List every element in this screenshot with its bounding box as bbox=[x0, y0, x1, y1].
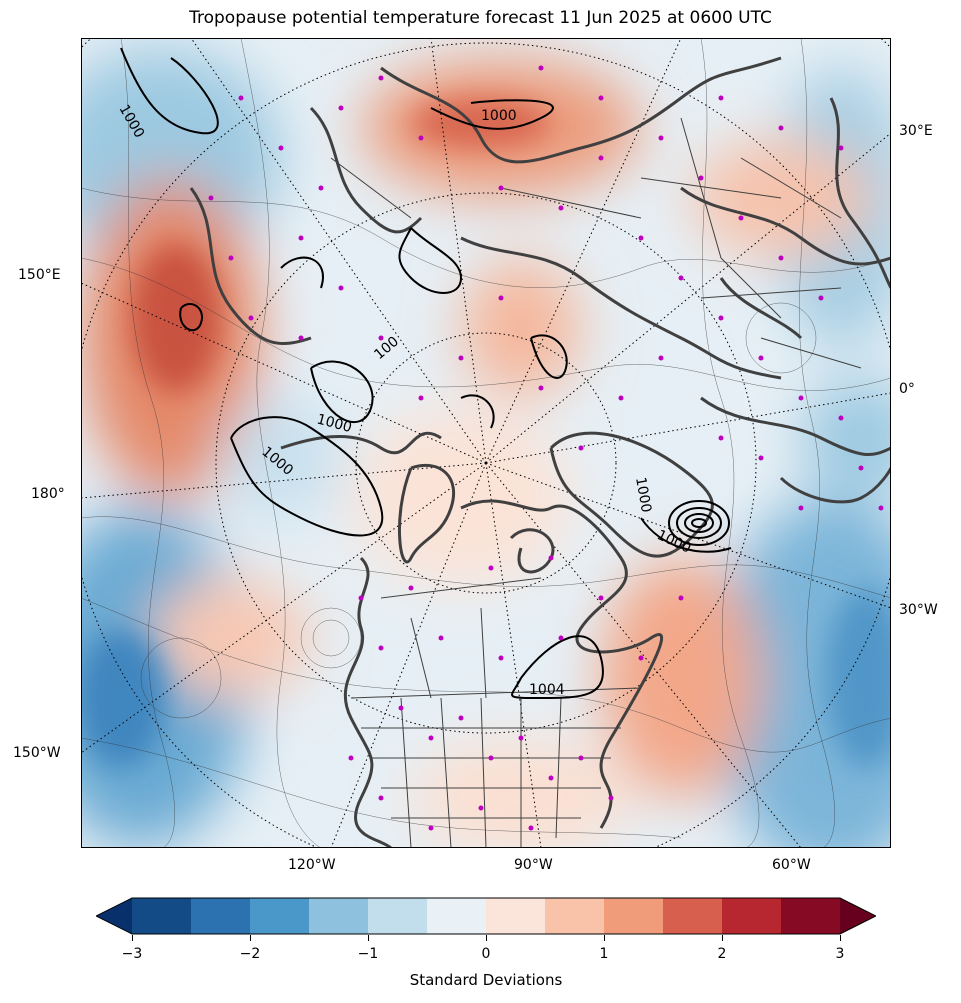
map-panel[interactable]: 1000 1000 1000 1000 1000 1000 1004 100 bbox=[81, 38, 891, 848]
station-markers bbox=[208, 65, 884, 831]
pressure-label: 1000 bbox=[481, 108, 517, 124]
lon-label-150w: 150°W bbox=[13, 745, 61, 761]
colorbar-tick-label: −1 bbox=[357, 946, 379, 962]
colorbar-cells bbox=[96, 898, 876, 934]
colorbar-tick-mark bbox=[131, 935, 133, 941]
theta-contours bbox=[81, 38, 891, 848]
colorbar bbox=[94, 897, 878, 935]
colorbar-extend-low bbox=[96, 898, 132, 934]
colorbar-tick-label: −2 bbox=[239, 946, 261, 962]
colorbar-cell bbox=[604, 898, 664, 934]
anomaly-blobs bbox=[81, 48, 891, 848]
borders bbox=[330, 117, 862, 848]
colorbar-cell bbox=[250, 898, 310, 934]
colorbar-cell bbox=[663, 898, 723, 934]
lon-label-30e: 30°E bbox=[899, 123, 933, 139]
colorbar-tick-mark bbox=[603, 935, 605, 941]
colorbar-tick-label: 3 bbox=[835, 946, 845, 962]
colorbar-cell bbox=[427, 898, 487, 934]
lon-label-60w: 60°W bbox=[772, 857, 811, 873]
pressure-label: 1000 bbox=[632, 476, 654, 514]
colorbar-graphic bbox=[94, 897, 878, 935]
forecast-map: 1000 1000 1000 1000 1000 1000 1004 100 bbox=[81, 38, 891, 848]
pressure-contours bbox=[120, 47, 732, 699]
lon-label-150e: 150°E bbox=[18, 267, 61, 283]
lon-label-30w: 30°W bbox=[899, 602, 938, 618]
map-title: Tropopause potential temperature forecas… bbox=[189, 8, 772, 28]
coastlines bbox=[189, 56, 891, 848]
colorbar-tick-label: 2 bbox=[717, 946, 727, 962]
pressure-label: 1004 bbox=[529, 682, 565, 698]
lon-label-90w: 90°W bbox=[514, 857, 553, 873]
lon-label-120w: 120°W bbox=[288, 857, 336, 873]
colorbar-cell bbox=[191, 898, 251, 934]
map-frame bbox=[81, 38, 891, 848]
colorbar-tick-mark bbox=[367, 935, 369, 941]
colorbar-tick-label: 0 bbox=[481, 946, 491, 962]
colorbar-cell bbox=[368, 898, 428, 934]
colorbar-cell bbox=[309, 898, 369, 934]
colorbar-label: Standard Deviations bbox=[409, 971, 563, 989]
colorbar-cell bbox=[132, 898, 192, 934]
colorbar-tick-mark bbox=[839, 935, 841, 941]
colorbar-cell bbox=[781, 898, 841, 934]
colorbar-tick-mark bbox=[249, 935, 251, 941]
graticule bbox=[81, 38, 891, 848]
colorbar-tick-mark bbox=[485, 935, 487, 941]
lon-label-180: 180° bbox=[31, 486, 65, 502]
colorbar-tick-label: −3 bbox=[121, 946, 143, 962]
colorbar-tick-mark bbox=[721, 935, 723, 941]
colorbar-tick-label: 1 bbox=[599, 946, 609, 962]
colorbar-cell bbox=[722, 898, 782, 934]
colorbar-cell bbox=[545, 898, 605, 934]
anomaly-cores bbox=[81, 98, 891, 768]
lon-label-0: 0° bbox=[899, 381, 915, 397]
colorbar-cell bbox=[486, 898, 546, 934]
colorbar-extend-high bbox=[840, 898, 876, 934]
